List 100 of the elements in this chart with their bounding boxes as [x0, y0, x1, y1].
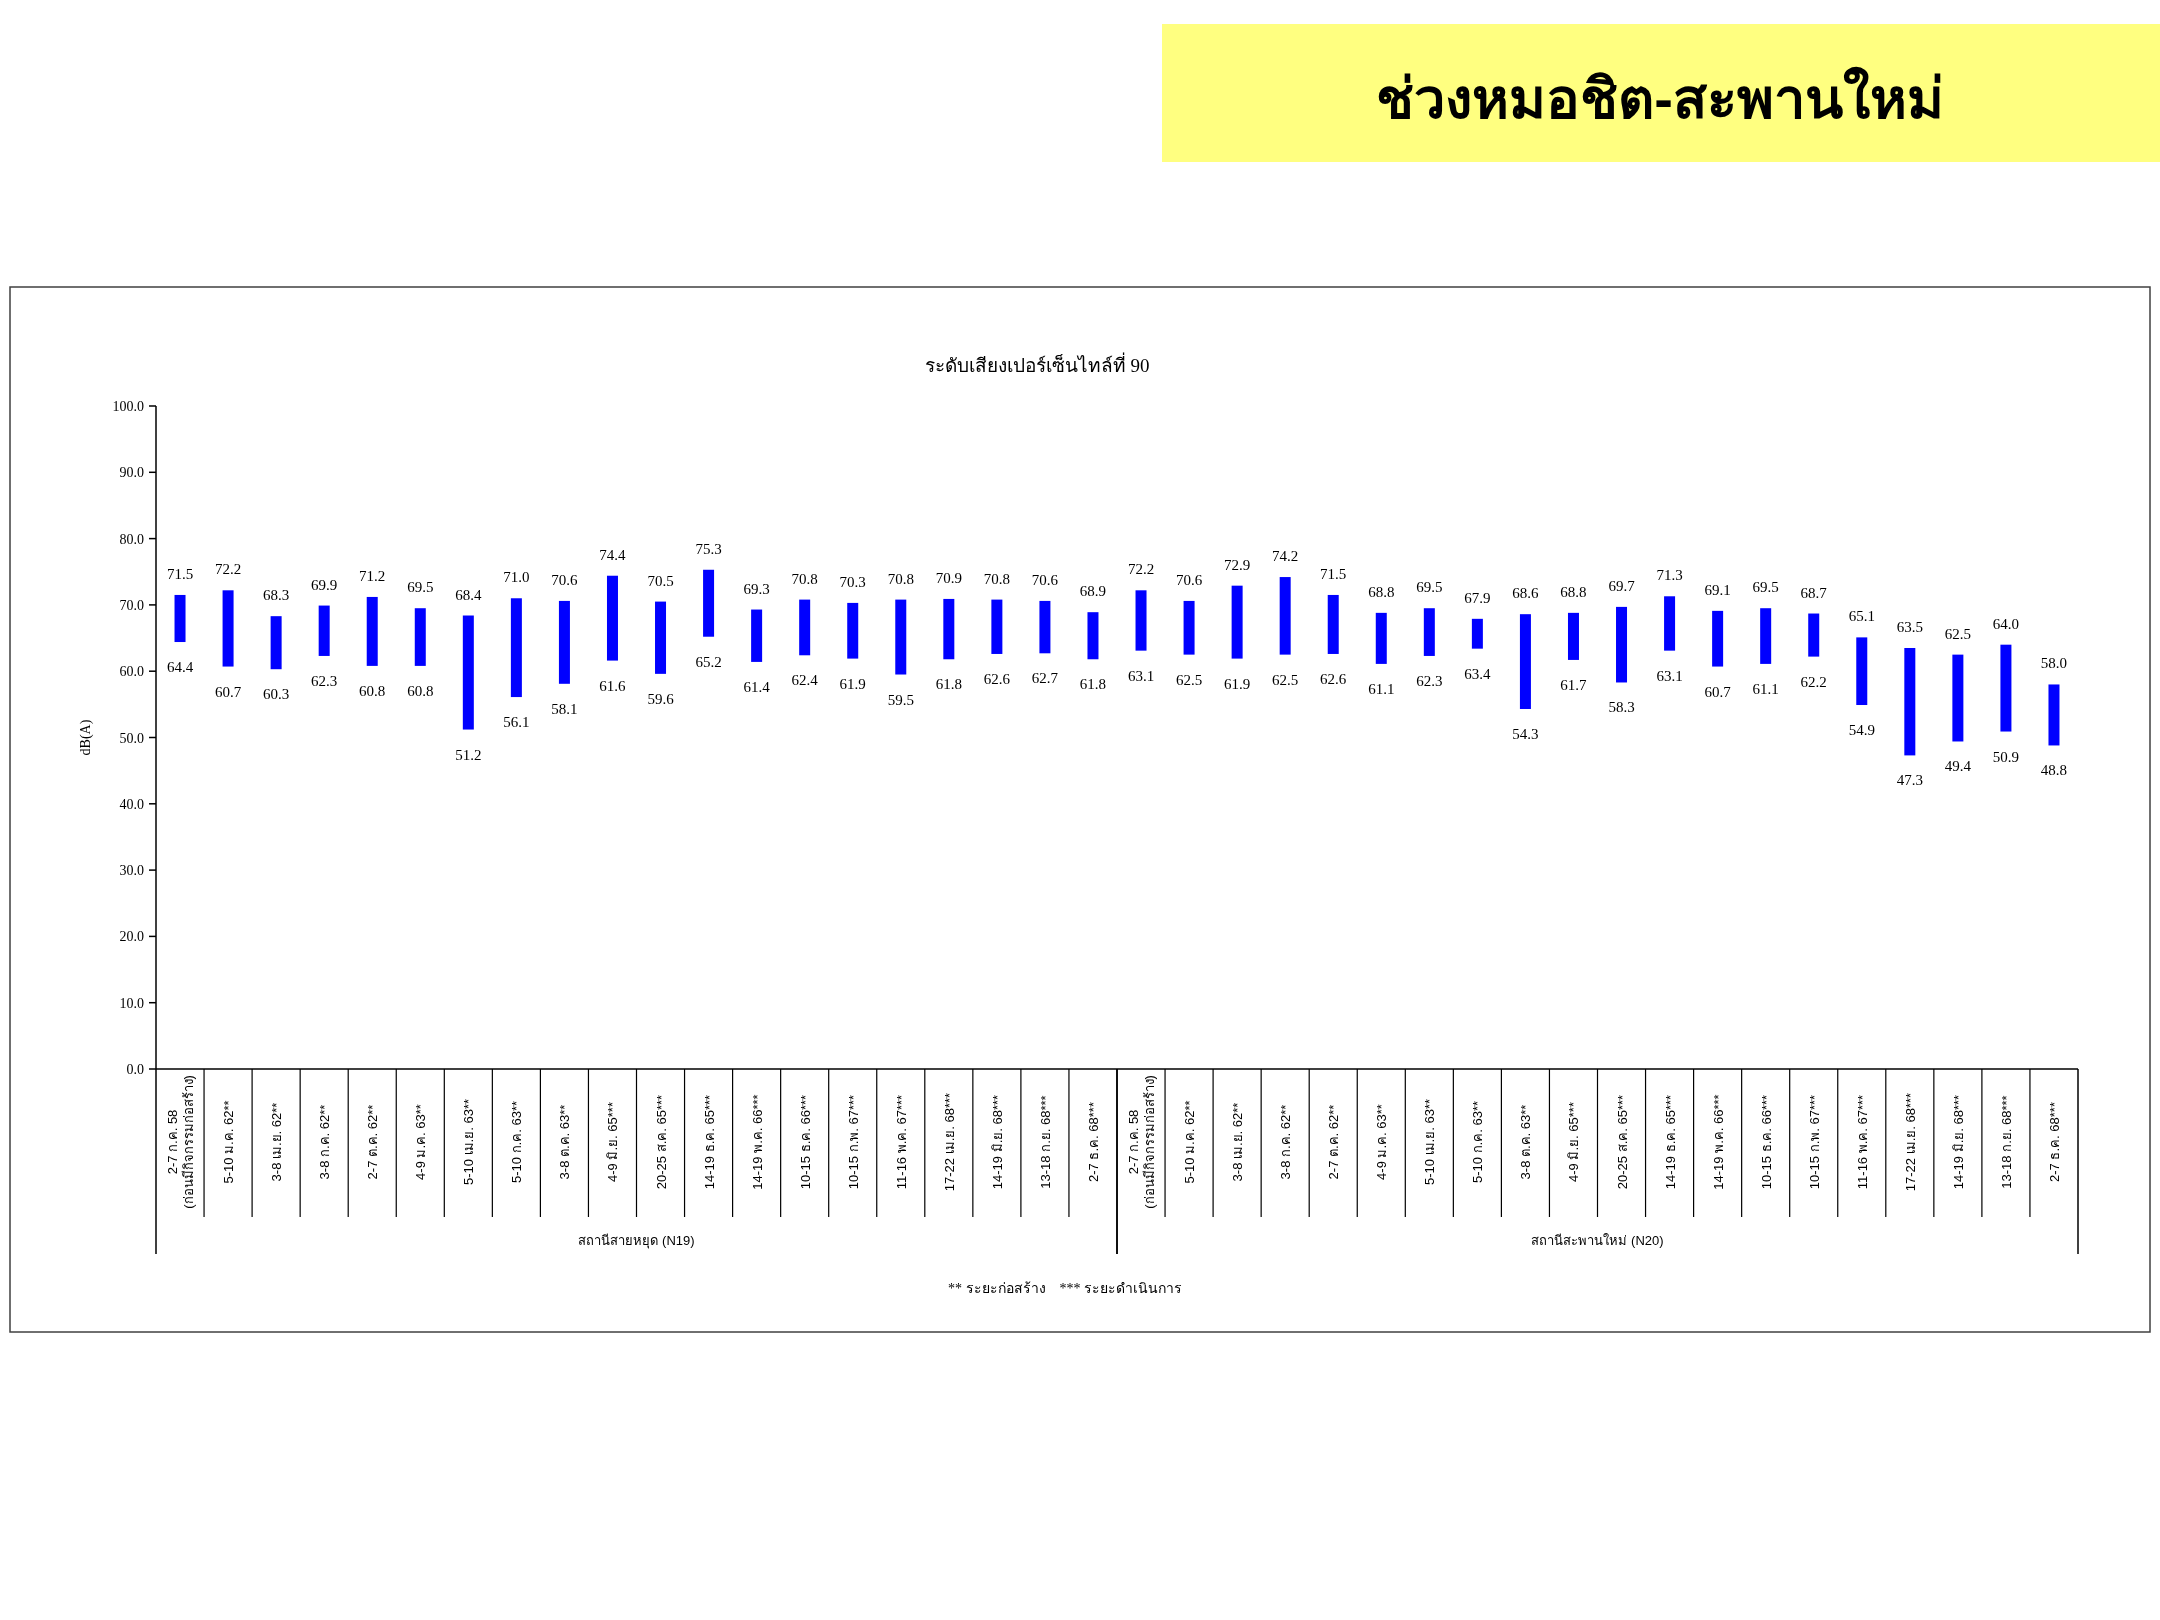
x-tick-label: 10-15 ก.พ. 67***	[1806, 1094, 1822, 1190]
x-tick-label: 4-9 ม.ค. 63**	[413, 1104, 429, 1180]
data-label: 69.9	[311, 576, 338, 593]
x-tick-label: 2-7 ก.ค. 58 (ก่อนมีกิจกรรมก่อสร้าง)	[165, 1075, 196, 1209]
annotation: 61.6	[599, 677, 627, 694]
x-tick-label: 11-16 พ.ค. 67***	[1854, 1094, 1870, 1190]
data-label: 68.8	[1368, 583, 1395, 600]
annotation: 62.7	[1031, 670, 1059, 687]
y-tick-label: 30.0	[119, 863, 144, 879]
x-tick-label: 2-7 ต.ค. 62**	[365, 1104, 381, 1180]
data-label: 70.6	[1031, 571, 1059, 588]
bar	[1375, 612, 1387, 664]
annotation: 61.1	[1752, 680, 1779, 697]
data-label: 72.2	[1127, 561, 1155, 578]
y-tick-label: 0.0	[126, 1062, 144, 1077]
data-label: 64.0	[1992, 615, 2020, 632]
x-tick-label: 2-7 ธ.ค. 68***	[1085, 1102, 1101, 1182]
annotation: 61.9	[839, 675, 866, 692]
bar	[1616, 606, 1628, 683]
data-label: 74.4	[599, 546, 627, 563]
x-tick-label: 14-19 พ.ค. 66***	[1710, 1094, 1726, 1190]
annotation: 60.7	[1704, 683, 1732, 700]
bar	[1135, 590, 1147, 651]
data-label: 67.9	[1464, 589, 1491, 606]
annotation: 63.1	[1127, 667, 1155, 684]
x-tick-label: 11-16 พ.ค. 67***	[893, 1094, 909, 1190]
data-label: 71.5	[166, 565, 194, 582]
annotation: 58.1	[551, 700, 578, 717]
x-tick-label: 4-9 มิ.ย. 65***	[1566, 1102, 1582, 1182]
x-tick-label: 2-7 ต.ค. 62**	[1326, 1104, 1342, 1180]
x-tick-label: 3-8 เม.ย. 62**	[1230, 1102, 1246, 1182]
bar	[414, 608, 426, 666]
annotation: 64.4	[166, 659, 194, 676]
x-tick-label: 10-15 ธ.ค. 66***	[797, 1094, 813, 1190]
y-tick-label: 40.0	[119, 796, 144, 812]
annotation: 62.6	[983, 670, 1011, 687]
x-tick-label: 10-15 ก.พ. 67***	[845, 1094, 861, 1190]
bar	[703, 569, 715, 637]
x-tick-label: 20-25 ส.ค. 65***	[653, 1094, 669, 1190]
data-label: 68.8	[1560, 583, 1587, 600]
bar	[1567, 612, 1579, 660]
bar	[799, 599, 811, 656]
data-label: 69.5	[407, 579, 434, 596]
bar	[1279, 577, 1291, 655]
y-tick-label: 100.0	[112, 399, 144, 414]
chart-subtitle: ระดับเสียงเปอร์เซ็นไทล์ที่ 90	[924, 352, 1150, 376]
bar	[751, 609, 763, 662]
annotation: 60.7	[214, 683, 242, 700]
data-label: 69.1	[1704, 581, 1731, 598]
bar	[366, 596, 378, 666]
x-tick-label: 20-25 ส.ค. 65***	[1614, 1094, 1630, 1190]
data-label: 71.0	[503, 569, 530, 586]
y-tick-label: 80.0	[119, 531, 144, 547]
bar	[174, 594, 186, 643]
data-label: 68.9	[1079, 583, 1107, 600]
bar	[1519, 614, 1531, 709]
text: ** ระยะก่อสร้าง *** ระยะดำเนินการ	[948, 1281, 1182, 1296]
x-tick-label: 17-22 เม.ย. 68***	[941, 1092, 957, 1192]
x-tick-label: 5-10 เม.ย. 63**	[461, 1098, 477, 1186]
x-tick-label: 3-8 ก.ค. 62**	[317, 1104, 333, 1180]
annotation: 62.2	[1800, 673, 1827, 690]
y-tick-label: 20.0	[119, 929, 144, 945]
y-axis-title: dB(A)	[78, 719, 94, 756]
x-tick-label: 4-9 ม.ค. 63**	[1374, 1104, 1390, 1180]
x-tick-label: 5-10 ก.ค. 63**	[509, 1100, 525, 1184]
x-axis-title: สถานีสายหยุด (N19)	[578, 1233, 695, 1249]
bar	[1183, 600, 1195, 655]
bar	[462, 615, 474, 730]
annotation: 61.8	[935, 676, 962, 693]
data-label: 72.9	[1224, 556, 1251, 573]
data-label: 70.8	[887, 570, 914, 587]
x-tick-label: 17-22 เม.ย. 68***	[1902, 1092, 1918, 1192]
data-label: 68.6	[1512, 585, 1540, 602]
annotation: 59.6	[647, 690, 675, 707]
bar	[2048, 684, 2060, 746]
x-tick-label: 14-19 มิ.ย. 68***	[1950, 1094, 1966, 1190]
x-tick-label: 13-18 ก.ย. 68***	[1998, 1095, 2014, 1189]
bar	[1664, 596, 1676, 651]
bar	[991, 599, 1003, 654]
annotation: 50.9	[1992, 748, 2020, 765]
annotation: 60.8	[407, 682, 434, 699]
bar	[1039, 600, 1051, 654]
x-tick-label: 5-10 ม.ค. 62**	[1182, 1100, 1198, 1184]
data-label: 71.3	[1656, 567, 1683, 584]
data-label: 58.0	[2040, 655, 2068, 672]
bar	[270, 616, 282, 670]
data-label: 70.8	[791, 570, 818, 587]
bar	[1904, 648, 1916, 756]
bar	[1952, 654, 1964, 742]
annotation: 65.2	[695, 653, 722, 670]
annotation: 54.9	[1848, 722, 1875, 739]
annotation: 61.7	[1560, 676, 1588, 693]
annotation: 63.1	[1656, 667, 1683, 684]
bar	[510, 598, 522, 698]
data-label: 75.3	[695, 540, 722, 557]
bar	[606, 575, 618, 661]
bar	[1231, 585, 1243, 659]
chart-title: ช่วงหมอชิต-สะพานใหม่	[1376, 66, 1944, 130]
bar	[1712, 610, 1724, 667]
data-label: 65.1	[1848, 608, 1875, 625]
